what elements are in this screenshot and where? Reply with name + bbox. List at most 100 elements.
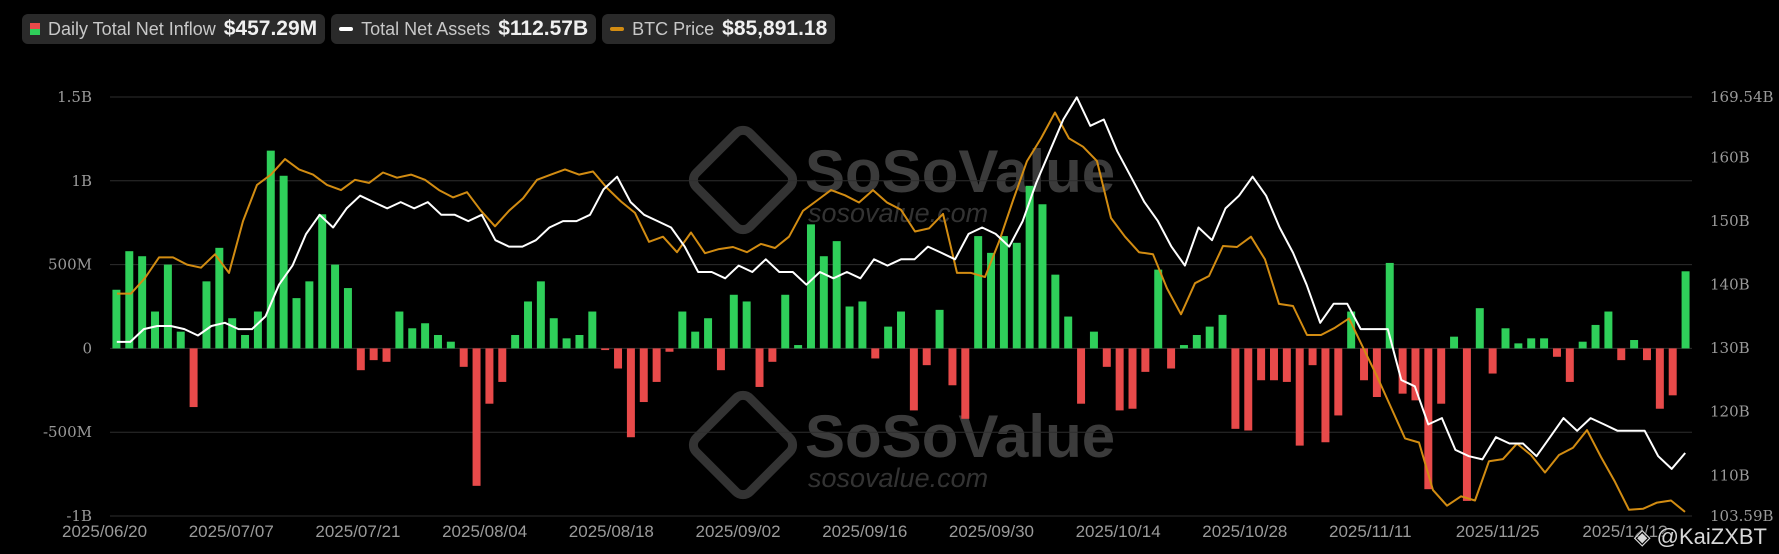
- inflow-bar[interactable]: [459, 348, 468, 367]
- inflow-bar[interactable]: [382, 348, 391, 362]
- inflow-bar[interactable]: [935, 309, 944, 349]
- inflow-bar[interactable]: [999, 236, 1008, 349]
- inflow-bar[interactable]: [1450, 336, 1459, 349]
- inflow-bar[interactable]: [1308, 348, 1317, 366]
- inflow-bar[interactable]: [652, 348, 661, 382]
- inflow-bar[interactable]: [909, 348, 918, 411]
- inflow-bar[interactable]: [1102, 348, 1111, 367]
- inflow-bar[interactable]: [639, 348, 648, 403]
- inflow-bar[interactable]: [125, 251, 134, 349]
- total-net-assets-line[interactable]: [116, 96, 1686, 470]
- inflow-bar[interactable]: [1424, 348, 1433, 490]
- inflow-bar[interactable]: [1154, 269, 1163, 349]
- inflow-bar[interactable]: [845, 306, 854, 349]
- inflow-bar[interactable]: [1411, 348, 1420, 401]
- inflow-bar[interactable]: [1360, 348, 1369, 381]
- inflow-bar[interactable]: [1218, 314, 1227, 349]
- inflow-bar[interactable]: [1270, 348, 1278, 381]
- inflow-bar[interactable]: [318, 214, 327, 349]
- inflow-bar[interactable]: [1077, 348, 1086, 404]
- inflow-bar[interactable]: [511, 334, 520, 349]
- inflow-bar[interactable]: [1385, 262, 1394, 349]
- inflow-bar[interactable]: [1295, 348, 1304, 446]
- inflow-bar[interactable]: [768, 348, 777, 362]
- inflow-bar[interactable]: [1604, 311, 1613, 349]
- inflow-bar[interactable]: [601, 348, 610, 351]
- inflow-bar[interactable]: [266, 150, 275, 349]
- inflow-bar[interactable]: [819, 256, 828, 349]
- inflow-bar[interactable]: [729, 294, 738, 349]
- inflow-bar[interactable]: [1089, 331, 1098, 349]
- inflow-bar[interactable]: [279, 175, 288, 349]
- inflow-bar[interactable]: [1051, 274, 1060, 349]
- inflow-bar[interactable]: [614, 348, 623, 369]
- inflow-bar[interactable]: [1192, 334, 1201, 349]
- inflow-bar[interactable]: [1128, 348, 1137, 409]
- inflow-bar[interactable]: [1462, 348, 1471, 501]
- inflow-bar[interactable]: [343, 288, 352, 349]
- inflow-bar[interactable]: [485, 348, 494, 404]
- inflow-bar[interactable]: [524, 301, 532, 349]
- inflow-bar[interactable]: [202, 281, 211, 349]
- inflow-bar[interactable]: [794, 345, 803, 349]
- inflow-bar[interactable]: [755, 348, 764, 387]
- inflow-bar[interactable]: [691, 331, 700, 349]
- legend-assets[interactable]: Total Net Assets $112.57B: [331, 14, 597, 44]
- inflow-bar[interactable]: [1205, 326, 1214, 349]
- inflow-bar[interactable]: [575, 334, 584, 349]
- inflow-bar[interactable]: [1501, 328, 1510, 349]
- inflow-bar[interactable]: [1334, 348, 1343, 416]
- inflow-bar[interactable]: [138, 256, 147, 349]
- inflow-bar[interactable]: [112, 289, 121, 349]
- inflow-bar[interactable]: [163, 264, 172, 349]
- inflow-bar[interactable]: [215, 247, 224, 349]
- inflow-bar[interactable]: [241, 334, 250, 349]
- inflow-bar[interactable]: [1321, 348, 1330, 443]
- inflow-bar[interactable]: [1012, 242, 1021, 349]
- inflow-bar[interactable]: [1540, 338, 1549, 349]
- inflow-bar[interactable]: [421, 323, 430, 349]
- inflow-bar[interactable]: [1347, 311, 1356, 349]
- inflow-bar[interactable]: [1179, 345, 1188, 349]
- inflow-bar[interactable]: [1578, 341, 1587, 349]
- btc-price-line[interactable]: [117, 111, 1686, 513]
- inflow-bar[interactable]: [1475, 308, 1484, 349]
- inflow-bar[interactable]: [1642, 348, 1651, 361]
- inflow-bar[interactable]: [665, 348, 674, 352]
- inflow-bar[interactable]: [1668, 348, 1677, 396]
- inflow-bar[interactable]: [742, 301, 751, 349]
- inflow-bar[interactable]: [922, 348, 931, 366]
- inflow-bar[interactable]: [189, 348, 198, 408]
- inflow-bar[interactable]: [832, 241, 841, 349]
- inflow-bar[interactable]: [305, 281, 314, 349]
- inflow-bar[interactable]: [1591, 324, 1600, 349]
- inflow-bar[interactable]: [395, 311, 404, 349]
- inflow-bar[interactable]: [897, 311, 905, 349]
- inflow-bar[interactable]: [1372, 348, 1381, 398]
- inflow-bar[interactable]: [987, 252, 996, 349]
- inflow-bar[interactable]: [1064, 316, 1073, 349]
- inflow-bar[interactable]: [716, 348, 725, 371]
- inflow-bar[interactable]: [871, 348, 880, 359]
- inflow-bar[interactable]: [549, 318, 558, 349]
- inflow-bar[interactable]: [626, 348, 635, 438]
- inflow-bar[interactable]: [1398, 348, 1407, 394]
- inflow-bar[interactable]: [974, 236, 983, 349]
- inflow-bar[interactable]: [884, 326, 893, 349]
- inflow-bar[interactable]: [948, 348, 957, 386]
- inflow-bar[interactable]: [562, 338, 571, 349]
- inflow-bar[interactable]: [1514, 343, 1523, 349]
- inflow-bar[interactable]: [151, 311, 160, 349]
- inflow-bar[interactable]: [1038, 204, 1047, 349]
- inflow-bar[interactable]: [1141, 348, 1150, 372]
- inflow-bar[interactable]: [228, 318, 237, 349]
- inflow-bar[interactable]: [446, 341, 455, 349]
- inflow-bar[interactable]: [961, 348, 970, 419]
- inflow-bar[interactable]: [1565, 348, 1574, 382]
- inflow-bar[interactable]: [704, 318, 713, 349]
- inflow-bar[interactable]: [1025, 185, 1034, 349]
- inflow-bar[interactable]: [356, 348, 365, 371]
- inflow-bar[interactable]: [498, 348, 507, 382]
- inflow-bar[interactable]: [1527, 338, 1536, 349]
- inflow-bar[interactable]: [176, 331, 185, 349]
